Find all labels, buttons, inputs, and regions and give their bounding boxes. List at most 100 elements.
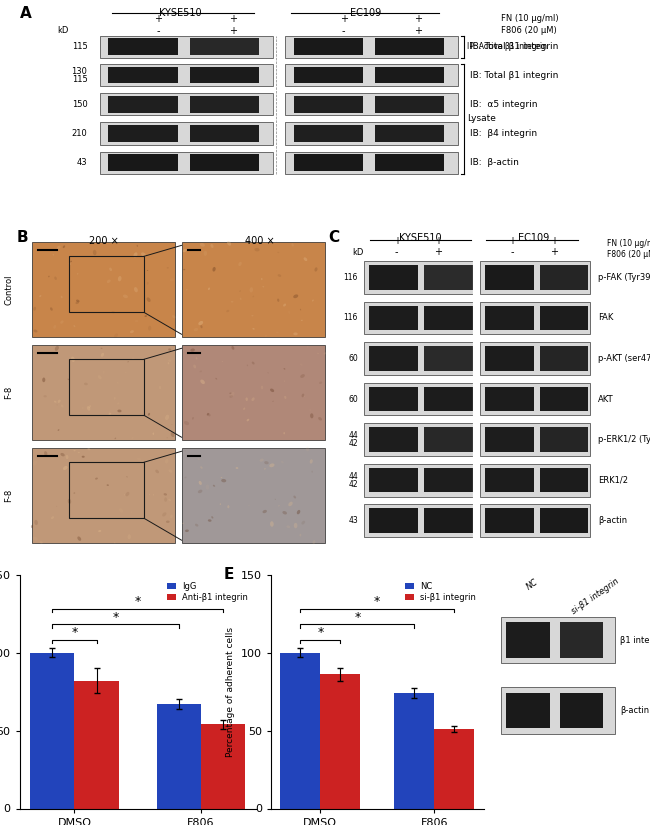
Text: 60: 60: [348, 394, 358, 403]
Bar: [181, 448, 325, 544]
Ellipse shape: [148, 412, 150, 416]
Bar: [375, 125, 444, 142]
Bar: [75, 681, 119, 808]
Ellipse shape: [289, 502, 292, 507]
Ellipse shape: [252, 398, 255, 401]
Text: IB: Total β1 integrin: IB: Total β1 integrin: [470, 42, 558, 51]
Ellipse shape: [278, 252, 280, 253]
Ellipse shape: [60, 320, 64, 323]
Text: AKT: AKT: [599, 394, 614, 403]
Text: -: -: [511, 247, 514, 257]
Ellipse shape: [200, 380, 205, 384]
Ellipse shape: [243, 408, 245, 410]
Ellipse shape: [213, 267, 216, 271]
Text: kD: kD: [352, 248, 364, 257]
Text: si-β1 integrin: si-β1 integrin: [570, 577, 621, 616]
Ellipse shape: [297, 510, 300, 514]
Bar: [285, 122, 458, 144]
Ellipse shape: [200, 243, 205, 247]
Ellipse shape: [103, 370, 105, 374]
Ellipse shape: [53, 254, 54, 256]
Ellipse shape: [164, 497, 167, 502]
Ellipse shape: [207, 413, 209, 416]
Text: KYSE510: KYSE510: [399, 233, 441, 243]
Ellipse shape: [300, 309, 301, 310]
Ellipse shape: [278, 274, 281, 277]
Ellipse shape: [318, 417, 322, 421]
Bar: [480, 342, 590, 375]
Text: 200 ×: 200 ×: [89, 236, 118, 246]
Ellipse shape: [215, 378, 217, 380]
Ellipse shape: [190, 348, 195, 351]
Bar: [424, 508, 473, 533]
Bar: [485, 427, 534, 452]
Text: F-8: F-8: [5, 489, 13, 502]
Ellipse shape: [239, 262, 242, 266]
Ellipse shape: [42, 378, 46, 382]
Ellipse shape: [61, 404, 64, 408]
Bar: [32, 345, 176, 441]
Bar: [181, 345, 325, 441]
Ellipse shape: [135, 320, 138, 323]
Ellipse shape: [117, 383, 118, 384]
Bar: [485, 468, 534, 493]
Text: F806 (20 μM): F806 (20 μM): [607, 250, 650, 259]
Ellipse shape: [127, 361, 129, 362]
Ellipse shape: [284, 380, 285, 382]
Ellipse shape: [118, 409, 122, 412]
Bar: [369, 427, 418, 452]
Text: 150: 150: [72, 100, 87, 109]
Ellipse shape: [69, 262, 71, 265]
Ellipse shape: [68, 379, 70, 380]
Bar: [485, 387, 534, 412]
Ellipse shape: [293, 332, 298, 335]
Text: ERK1/2: ERK1/2: [599, 476, 629, 484]
Ellipse shape: [114, 397, 116, 399]
Ellipse shape: [208, 287, 210, 290]
Ellipse shape: [198, 490, 202, 493]
Bar: [109, 67, 177, 83]
Bar: [375, 38, 444, 55]
Ellipse shape: [107, 484, 109, 486]
Bar: [281, 653, 320, 808]
Bar: [540, 305, 588, 330]
Bar: [201, 724, 245, 808]
Ellipse shape: [136, 245, 138, 247]
Bar: [424, 427, 473, 452]
Ellipse shape: [109, 267, 112, 271]
Ellipse shape: [71, 356, 75, 362]
Bar: [285, 35, 458, 58]
Text: EC109: EC109: [350, 8, 381, 18]
Bar: [480, 301, 590, 334]
Text: +: +: [155, 14, 162, 24]
Ellipse shape: [263, 285, 265, 287]
Bar: [560, 693, 603, 728]
Ellipse shape: [311, 470, 313, 473]
Ellipse shape: [126, 476, 127, 478]
Bar: [540, 265, 588, 290]
Ellipse shape: [147, 297, 151, 302]
Ellipse shape: [66, 455, 68, 459]
Text: β-actin: β-actin: [599, 516, 627, 526]
Ellipse shape: [114, 542, 116, 544]
Ellipse shape: [34, 520, 38, 525]
Text: 130
115: 130 115: [72, 67, 87, 83]
Text: E: E: [224, 568, 235, 582]
Ellipse shape: [301, 320, 303, 321]
Text: IP: Active β1 integrin: IP: Active β1 integrin: [467, 42, 547, 51]
Ellipse shape: [75, 301, 79, 304]
Text: -: -: [395, 247, 398, 257]
Ellipse shape: [60, 453, 65, 456]
Bar: [70, 462, 144, 518]
Ellipse shape: [76, 299, 79, 302]
Ellipse shape: [265, 335, 267, 337]
Ellipse shape: [168, 469, 172, 473]
Text: *: *: [354, 610, 361, 624]
Text: β1 integrin: β1 integrin: [620, 635, 650, 644]
Text: 44
42: 44 42: [348, 472, 358, 488]
Ellipse shape: [283, 304, 286, 307]
Ellipse shape: [284, 396, 287, 399]
Ellipse shape: [58, 429, 59, 431]
Ellipse shape: [54, 276, 57, 280]
Ellipse shape: [246, 419, 249, 422]
